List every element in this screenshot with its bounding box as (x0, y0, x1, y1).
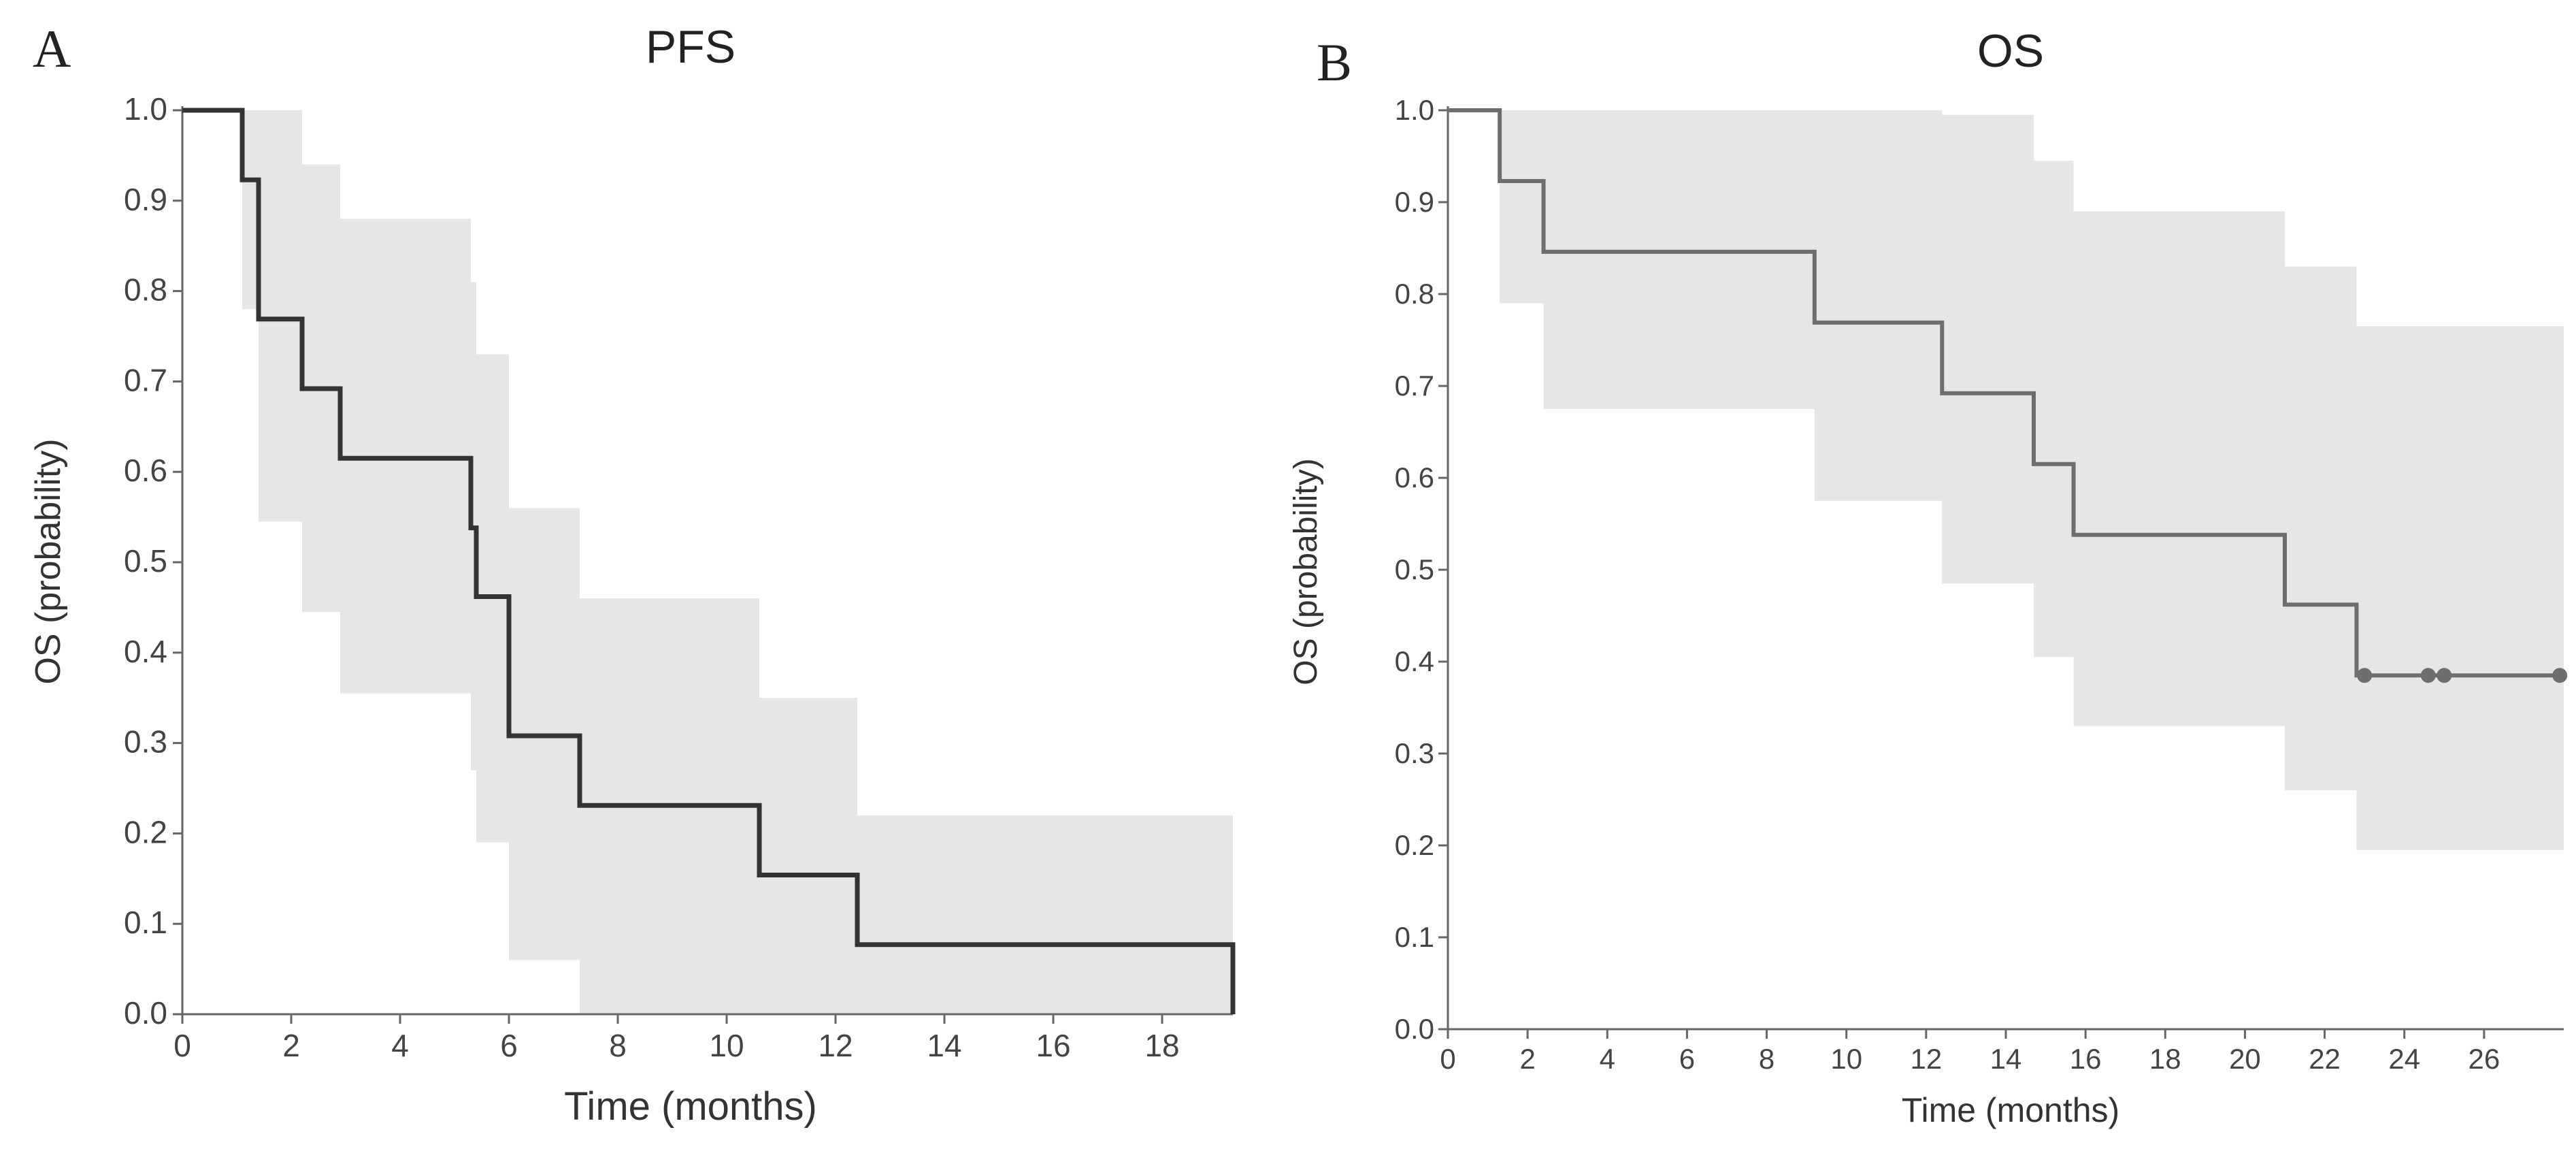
y-tick-label-a: 0.4 (124, 634, 167, 669)
curve-layer-b (1448, 108, 2564, 678)
y-tick-label-b: 0.7 (1395, 370, 1434, 402)
survival-curve-a (182, 108, 1236, 1014)
y-tick-label-a: 0.9 (124, 182, 167, 217)
y-tick-label-b: 0.6 (1395, 462, 1434, 493)
x-tick-label-a: 6 (500, 1028, 518, 1063)
panel-a-pfs: A PFS Time (months) OS (probability) 0.0… (29, 19, 1236, 1129)
panel-label-a: A (33, 19, 71, 78)
x-tick-label-b: 16 (2070, 1043, 2102, 1075)
censor-mark-b (2420, 668, 2436, 683)
y-tick-label-a: 0.8 (124, 272, 167, 308)
panel-b-os: B OS Time (months) OS (probability) 0.00… (1288, 25, 2568, 1129)
x-tick-label-a: 8 (609, 1028, 627, 1063)
y-tick-label-a: 0.3 (124, 724, 167, 760)
y-tick-label-b: 1.0 (1395, 94, 1434, 126)
axes-layer-a: 0.0 0.1 0.2 0.3 0.4 0.5 0.6 0.7 0.8 0.9 1.0 0 2 4 6 8 10… (124, 91, 1233, 1063)
x-tick-label-b: 12 (1910, 1043, 1942, 1075)
chart-title-os: OS (1977, 25, 2044, 77)
y-tick-label-a: 0.2 (124, 814, 167, 849)
y-tick-label-b: 0.5 (1395, 553, 1434, 585)
x-tick-label-b: 4 (1600, 1043, 1615, 1075)
x-tick-label-b: 2 (1519, 1043, 1535, 1075)
y-tick-label-b: 0.4 (1395, 645, 1434, 677)
ci-band-b (1448, 110, 2564, 850)
panel-label-b: B (1317, 33, 1352, 92)
x-tick-label-a: 4 (391, 1028, 409, 1063)
y-axis-label-b: OS (probability) (1288, 458, 1324, 685)
censor-mark-b (2437, 668, 2452, 683)
y-tick-label-b: 0.1 (1395, 921, 1434, 953)
y-tick-label-a: 0.7 (124, 362, 167, 398)
x-tick-label-a: 12 (818, 1028, 853, 1063)
y-tick-label-b: 0.0 (1395, 1013, 1434, 1045)
axes-layer-b: 0.00.10.20.30.40.50.60.70.80.91.00 2 4 6 8 10… (1395, 94, 2564, 1075)
ci-band-layer-b (1448, 110, 2564, 850)
x-tick-label-a: 0 (174, 1028, 191, 1063)
y-tick-label-a: 1.0 (124, 91, 167, 127)
ci-band-a (182, 110, 1233, 1014)
censor-layer-b (2357, 668, 2568, 683)
x-tick-label-b: 14 (1990, 1043, 2022, 1075)
x-tick-label-a: 16 (1036, 1028, 1070, 1063)
x-tick-label-b: 20 (2229, 1043, 2261, 1075)
x-tick-label-b: 8 (1759, 1043, 1774, 1075)
x-axis-label-a: Time (months) (564, 1084, 817, 1129)
y-tick-label-b: 0.9 (1395, 186, 1434, 218)
y-tick-label-a: 0.0 (124, 995, 167, 1031)
y-tick-label-a: 0.5 (124, 543, 167, 579)
x-tick-label-a: 14 (927, 1028, 961, 1063)
y-tick-label-b: 0.3 (1395, 737, 1434, 769)
y-tick-label-a: 0.6 (124, 453, 167, 488)
x-tick-label-b: 18 (2149, 1043, 2181, 1075)
y-tick-label-b: 0.2 (1395, 829, 1434, 861)
x-tick-label-b: 22 (2309, 1043, 2341, 1075)
y-tick-label-b: 0.8 (1395, 278, 1434, 310)
x-axis-label-b: Time (months) (1902, 1091, 2119, 1129)
ci-band-layer-a (182, 110, 1233, 1014)
chart-title-pfs: PFS (646, 21, 736, 73)
x-tick-label-b: 26 (2468, 1043, 2500, 1075)
x-tick-label-a: 2 (282, 1028, 300, 1063)
survival-curve-b (1448, 108, 2564, 678)
x-tick-label-b: 24 (2388, 1043, 2420, 1075)
x-tick-label-b: 6 (1679, 1043, 1695, 1075)
x-tick-label-b: 10 (1830, 1043, 1862, 1075)
censor-mark-b (2357, 668, 2373, 683)
x-tick-label-b: 0 (1440, 1043, 1455, 1075)
y-tick-label-a: 0.1 (124, 905, 167, 940)
censor-mark-b (2552, 668, 2568, 683)
x-tick-label-a: 10 (709, 1028, 744, 1063)
y-axis-label-a: OS (probability) (29, 438, 68, 684)
curve-layer-a (182, 108, 1236, 1014)
x-tick-label-a: 18 (1144, 1028, 1179, 1063)
